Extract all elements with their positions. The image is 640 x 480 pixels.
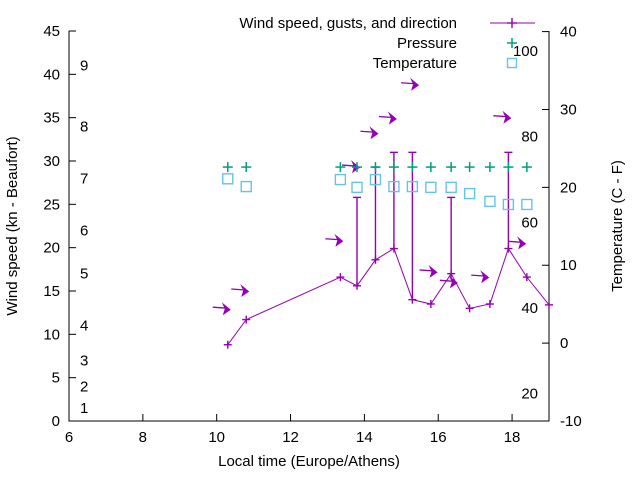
y2-tick-label: 40 xyxy=(560,24,577,41)
legend-label: Wind speed, gusts, and direction xyxy=(239,15,457,32)
gust-markers-group xyxy=(353,151,513,300)
temperature-point xyxy=(351,181,363,194)
temperature-point xyxy=(222,173,234,185)
wind-direction-arrow xyxy=(508,240,523,243)
beaufort-label: 3 xyxy=(80,352,88,369)
beaufort-label: 9 xyxy=(80,58,88,75)
wind-direction-arrow xyxy=(341,164,357,167)
wind-direction-group xyxy=(212,77,527,316)
x-tick-label: 10 xyxy=(208,429,225,446)
wind-direction-arrow xyxy=(471,274,486,277)
x-tick-label: 8 xyxy=(139,429,147,446)
y-tick-label: 40 xyxy=(43,66,60,83)
beaufort-label: 7 xyxy=(80,170,88,187)
wind-direction-arrow xyxy=(410,77,420,91)
wind-direction-arrow xyxy=(448,275,458,289)
data-series-group xyxy=(212,77,553,349)
temperature-point xyxy=(484,195,496,208)
temperature-point xyxy=(406,180,419,193)
legend-square-marker xyxy=(506,57,518,69)
wind-speed-series xyxy=(223,244,553,349)
y-tick-label: 25 xyxy=(43,196,60,213)
wind-direction-arrow xyxy=(387,111,397,125)
x-tick-label: 18 xyxy=(504,429,521,446)
wind-direction-arrow xyxy=(334,233,344,247)
temperature-point xyxy=(463,187,476,200)
wind-direction-arrow xyxy=(369,126,379,140)
x-tick-label: 14 xyxy=(356,429,373,446)
wind-direction-arrow xyxy=(360,130,375,133)
y-axis-title: Wind speed (kn - Beaufort) xyxy=(4,136,21,315)
beaufort-label: 4 xyxy=(80,318,88,335)
temperature-point xyxy=(240,180,252,193)
temperature-series xyxy=(222,173,533,211)
beaufort-label: 2 xyxy=(80,378,88,395)
x-tick-label: 6 xyxy=(65,429,73,446)
y2-tick-label: 20 xyxy=(560,179,577,196)
beaufort-label: 8 xyxy=(80,118,88,135)
temperature-point xyxy=(502,198,515,211)
x-axis-title: Local time (Europe/Athens) xyxy=(218,453,400,470)
fahrenheit-label: 40 xyxy=(521,300,538,317)
fahrenheit-label: 20 xyxy=(521,386,538,403)
temperature-point xyxy=(445,181,457,194)
pressure-series xyxy=(222,162,532,173)
legend-label: Temperature xyxy=(373,55,457,72)
beaufort-label: 5 xyxy=(80,266,88,283)
temperature-point xyxy=(334,173,347,186)
y-tick-label: 30 xyxy=(43,153,60,170)
wind-direction-arrow xyxy=(212,306,227,309)
axes-group: 6 8 10 12 14 16 18051015202530354045-100102030… xyxy=(43,23,581,446)
wind-direction-arrow xyxy=(401,82,416,85)
y-tick-label: 45 xyxy=(43,23,60,40)
y2-tick-label: 10 xyxy=(560,257,577,274)
y2-tick-label: -10 xyxy=(560,413,582,430)
temperature-point xyxy=(388,180,400,193)
wind-direction-arrow xyxy=(221,302,231,316)
wind-direction-arrow xyxy=(231,288,246,291)
wind-direction-arrow xyxy=(419,269,434,272)
y-tick-label: 0 xyxy=(52,413,60,430)
wind-direction-arrow xyxy=(480,270,490,284)
y2-tick-label: 30 xyxy=(560,101,577,118)
chart-legend: Wind speed, gusts, and direction Pressure… xyxy=(239,15,535,72)
wind-direction-arrow xyxy=(428,264,438,278)
wind-direction-arrow xyxy=(493,115,508,118)
y-tick-label: 20 xyxy=(43,240,60,257)
temperature-point xyxy=(369,173,382,186)
wind-direction-arrow xyxy=(517,236,527,250)
wind-direction-arrow xyxy=(240,284,250,297)
beaufort-label: 1 xyxy=(80,400,88,417)
wind-direction-arrow xyxy=(439,279,454,282)
y2-tick-label: 0 xyxy=(560,335,568,352)
wind-direction-arrow xyxy=(325,238,340,241)
y-tick-label: 15 xyxy=(43,283,60,300)
y-tick-label: 5 xyxy=(52,370,60,387)
x-tick-label: 12 xyxy=(282,429,299,446)
axis-titles-group: Local time (Europe/Athens) Wind speed (kn… xyxy=(4,136,626,470)
beaufort-label: 6 xyxy=(80,222,88,239)
fahrenheit-label: 100 xyxy=(513,43,538,60)
y-tick-label: 10 xyxy=(43,326,60,343)
x-tick-label: 16 xyxy=(430,429,447,446)
fahrenheit-label: 60 xyxy=(521,214,538,231)
legend-label: Pressure xyxy=(397,35,457,52)
wind-direction-arrow xyxy=(378,115,393,119)
temperature-point xyxy=(521,198,533,211)
plot-frame xyxy=(68,31,550,422)
y-tick-label: 35 xyxy=(43,110,60,127)
wind-speed-line xyxy=(227,247,550,346)
wind-direction-arrow xyxy=(502,110,512,124)
fahrenheit-label: 80 xyxy=(521,129,538,146)
y2-axis-title: Temperature (C - F) xyxy=(609,160,626,292)
temperature-point xyxy=(425,181,437,194)
